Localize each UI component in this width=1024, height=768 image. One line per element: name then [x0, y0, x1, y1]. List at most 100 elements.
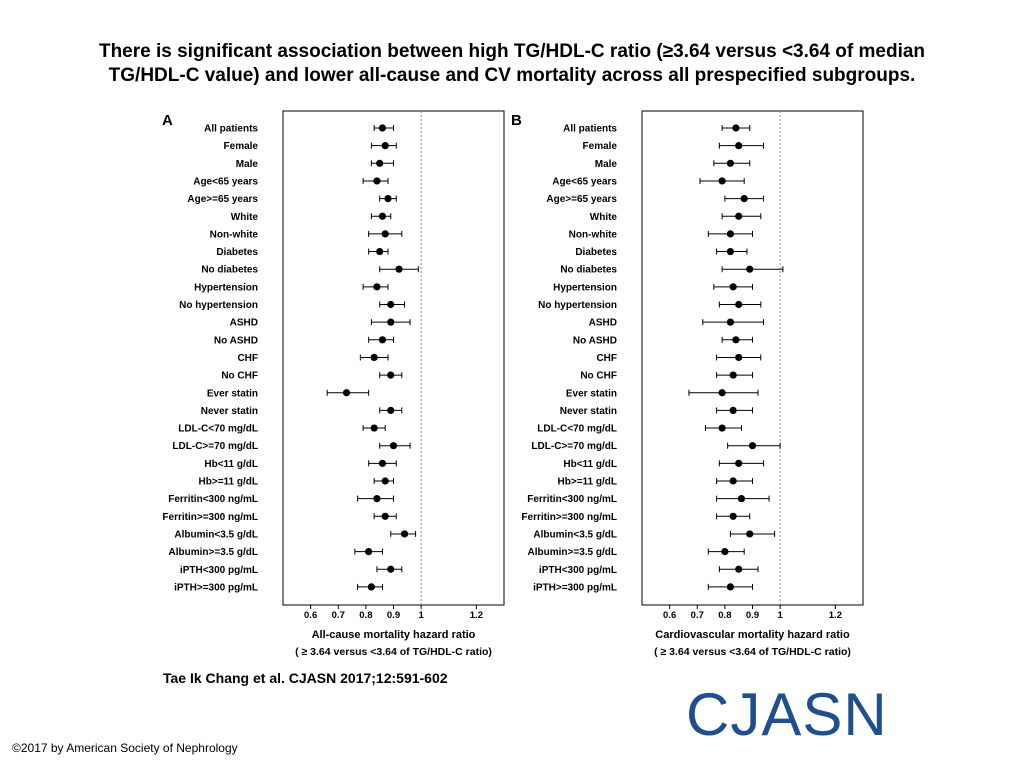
- estimate-point: [373, 283, 381, 291]
- estimate-point: [732, 124, 740, 132]
- estimate-point: [729, 371, 737, 379]
- subgroup-label: Albumin>=3.5 g/dL: [169, 547, 258, 558]
- subgroup-label: No hypertension: [538, 300, 617, 311]
- x-tick-label: 0.9: [387, 610, 400, 621]
- subgroup-label: LDL-C<70 mg/dL: [537, 424, 617, 435]
- subgroup-label: LDL-C>=70 mg/dL: [172, 441, 258, 452]
- estimate-point: [373, 177, 381, 185]
- subgroup-label: LDL-C<70 mg/dL: [178, 424, 258, 435]
- subgroup-label: Never statin: [560, 406, 617, 417]
- estimate-point: [718, 389, 726, 397]
- subgroup-label: iPTH<300 pg/mL: [539, 565, 617, 576]
- estimate-point: [384, 195, 392, 203]
- subgroup-label: CHF: [596, 353, 617, 364]
- estimate-point: [400, 530, 409, 538]
- subgroup-label: Diabetes: [216, 247, 258, 258]
- subgroup-label: Albumin>=3.5 g/dL: [528, 547, 617, 558]
- x-tick-label: 0.9: [746, 610, 759, 621]
- subgroup-label: Hypertension: [194, 282, 258, 293]
- subgroup-label: CHF: [237, 353, 258, 364]
- subgroup-label: Hypertension: [553, 282, 617, 293]
- estimate-point: [746, 265, 754, 273]
- subgroup-label: No CHF: [221, 371, 258, 382]
- subgroup-label: Albumin<3.5 g/dL: [174, 529, 258, 540]
- x-tick-label: 1.2: [470, 610, 483, 621]
- subgroup-label: ASHD: [589, 318, 617, 329]
- estimate-point: [381, 142, 389, 150]
- subgroup-label: Hb>=11 g/dL: [558, 477, 617, 488]
- estimate-point: [735, 142, 743, 150]
- plot-frame: [282, 110, 505, 606]
- subgroup-label: No ASHD: [214, 335, 258, 346]
- subgroup-label: Ferritin<300 ng/mL: [168, 494, 258, 505]
- estimate-point: [721, 548, 729, 556]
- estimate-point: [370, 353, 378, 362]
- subgroup-label: All patients: [204, 124, 258, 135]
- estimate-point: [342, 389, 351, 397]
- estimate-point: [381, 477, 389, 485]
- subgroup-label: No diabetes: [201, 265, 258, 276]
- estimate-point: [735, 459, 743, 467]
- estimate-point: [387, 300, 395, 309]
- estimate-point: [389, 442, 398, 450]
- subgroup-label: No CHF: [580, 371, 617, 382]
- estimate-point: [378, 336, 387, 344]
- subgroup-label: Ferritin>=300 ng/mL: [521, 512, 617, 523]
- copyright: ©2017 by American Society of Nephrology: [12, 741, 238, 755]
- subgroup-label: Ever statin: [207, 388, 258, 399]
- subgroup-label: Ever statin: [566, 388, 617, 399]
- subgroup-label: Age>=65 years: [187, 194, 258, 205]
- estimate-point: [378, 459, 387, 467]
- subgroup-label: Male: [236, 159, 259, 170]
- subgroup-label: No diabetes: [560, 265, 617, 276]
- plot-frame: [641, 110, 864, 606]
- estimate-point: [381, 512, 389, 520]
- subgroup-label: iPTH>=300 pg/mL: [533, 582, 617, 593]
- subgroup-label: All patients: [563, 124, 617, 135]
- estimate-point: [718, 424, 726, 432]
- subgroup-label: Hb>=11 g/dL: [199, 477, 258, 488]
- subgroup-label: Non-white: [569, 229, 618, 240]
- estimate-point: [729, 283, 737, 291]
- subgroup-label: Age<65 years: [193, 176, 258, 187]
- subgroup-label: LDL-C>=70 mg/dL: [531, 441, 617, 452]
- estimate-point: [732, 336, 740, 344]
- subgroup-label: Male: [595, 159, 618, 170]
- x-tick-label: 1: [777, 610, 783, 621]
- panel-label: B: [511, 112, 522, 129]
- estimate-point: [387, 565, 395, 573]
- estimate-point: [365, 548, 373, 556]
- estimate-point: [387, 406, 395, 414]
- estimate-point: [735, 212, 743, 220]
- estimate-point: [376, 247, 384, 256]
- estimate-point: [726, 583, 735, 591]
- x-axis-label-sub: ( ≥ 3.64 versus <3.64 of TG/HDL-C ratio): [295, 646, 492, 658]
- slide-title: There is significant association between…: [0, 40, 1024, 88]
- subgroup-label: White: [231, 212, 259, 223]
- subgroup-label: Female: [583, 141, 618, 152]
- x-axis-label: All-cause mortality hazard ratio: [312, 629, 476, 641]
- estimate-point: [378, 124, 387, 132]
- subgroup-label: Ferritin>=300 ng/mL: [162, 512, 258, 523]
- subgroup-label: White: [590, 212, 618, 223]
- title-line-2: TG/HDL-C value) and lower all-cause and …: [108, 65, 916, 86]
- x-axis-label-sub: ( ≥ 3.64 versus <3.64 of TG/HDL-C ratio): [654, 646, 851, 658]
- subgroup-label: Hb<11 g/dL: [204, 459, 258, 470]
- estimate-point: [740, 195, 748, 203]
- estimate-point: [373, 495, 381, 503]
- estimate-point: [735, 565, 743, 573]
- estimate-point: [395, 265, 403, 273]
- subgroup-label: Age>=65 years: [546, 194, 617, 205]
- estimate-point: [726, 159, 735, 167]
- estimate-point: [729, 477, 737, 485]
- x-tick-label: 1.2: [829, 610, 842, 621]
- x-tick-label: 0.6: [304, 610, 317, 621]
- subgroup-label: Hb<11 g/dL: [563, 459, 617, 470]
- estimate-point: [370, 424, 378, 432]
- subgroup-label: No ASHD: [573, 335, 617, 346]
- x-tick-label: 0.7: [691, 610, 704, 621]
- estimate-point: [735, 353, 743, 362]
- x-tick-label: 0.6: [663, 610, 676, 621]
- subgroup-label: iPTH<300 pg/mL: [180, 565, 258, 576]
